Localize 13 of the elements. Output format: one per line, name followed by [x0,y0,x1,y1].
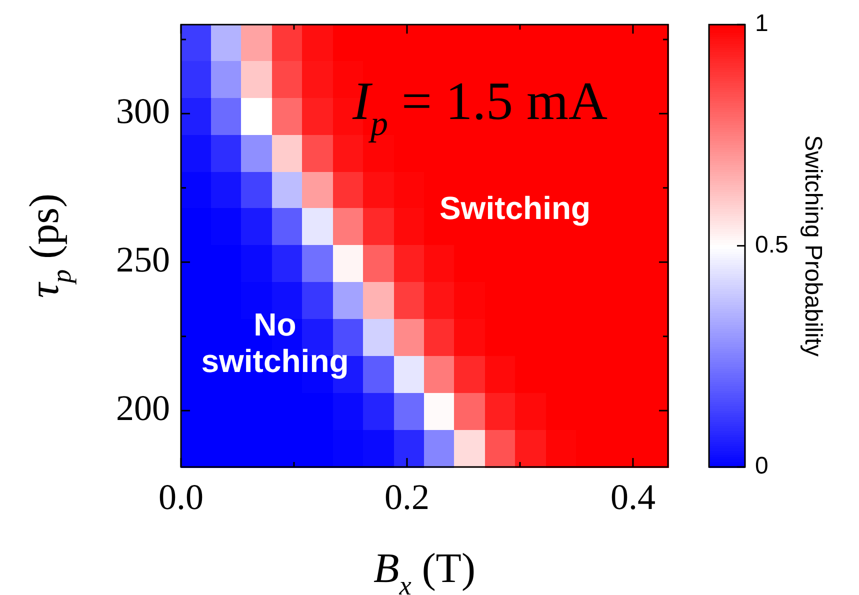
y-tick-label: 300 [116,91,170,132]
x-tick-label: 0.0 [158,477,204,518]
annotation: Switching [439,190,591,226]
y-tick-label: 250 [116,240,170,280]
y-axis-title: τp (ps) [22,194,77,298]
x-tick-label: 0.2 [384,477,430,518]
y-tick-label: 200 [116,388,170,428]
color-bar-title: Switching Probability [799,135,826,357]
color-bar-label: 0 [755,452,768,480]
color-bar-label: 0.5 [755,231,788,258]
x-tick-label: 0.4 [610,477,656,518]
annotation: No switching [201,306,349,380]
color-bar-label: 1 [755,10,768,38]
